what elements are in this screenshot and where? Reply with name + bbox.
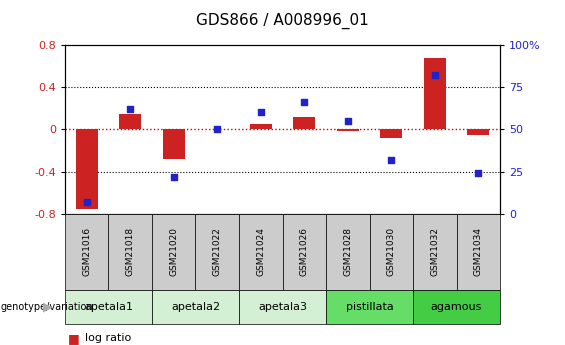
Text: GSM21030: GSM21030	[387, 227, 396, 276]
Text: GSM21016: GSM21016	[82, 227, 91, 276]
Text: GSM21022: GSM21022	[213, 227, 221, 276]
Text: GDS866 / A008996_01: GDS866 / A008996_01	[196, 13, 369, 29]
Bar	[163, 129, 185, 159]
Text: ■: ■	[68, 332, 80, 345]
Point	[125, 106, 134, 112]
Text: genotype/variation: genotype/variation	[1, 302, 93, 312]
Point	[82, 199, 92, 205]
Point	[430, 72, 439, 78]
Text: GSM21024: GSM21024	[257, 227, 265, 276]
Text: GSM21020: GSM21020	[170, 227, 178, 276]
Text: apetala2: apetala2	[171, 302, 220, 312]
Bar	[293, 117, 315, 129]
Text: GSM21018: GSM21018	[126, 227, 134, 276]
Point	[169, 174, 178, 179]
Point	[299, 100, 308, 105]
Text: log ratio: log ratio	[85, 333, 131, 343]
Text: apetala3: apetala3	[258, 302, 307, 312]
Point	[473, 170, 483, 176]
Point	[212, 127, 221, 132]
Bar	[337, 129, 359, 131]
Point	[256, 110, 265, 115]
Text: agamous: agamous	[431, 302, 482, 312]
Bar	[250, 124, 272, 129]
Text: apetala1: apetala1	[84, 302, 133, 312]
Bar	[119, 114, 141, 129]
Text: GSM21032: GSM21032	[431, 227, 439, 276]
Text: GSM21028: GSM21028	[344, 227, 352, 276]
Bar	[380, 129, 402, 138]
Text: ▶: ▶	[43, 300, 53, 314]
Bar	[424, 58, 446, 129]
Bar	[467, 129, 489, 135]
Point	[343, 118, 352, 124]
Text: GSM21034: GSM21034	[474, 227, 483, 276]
Bar	[76, 129, 98, 209]
Text: pistillata: pistillata	[346, 302, 393, 312]
Text: GSM21026: GSM21026	[300, 227, 308, 276]
Point	[386, 157, 396, 162]
